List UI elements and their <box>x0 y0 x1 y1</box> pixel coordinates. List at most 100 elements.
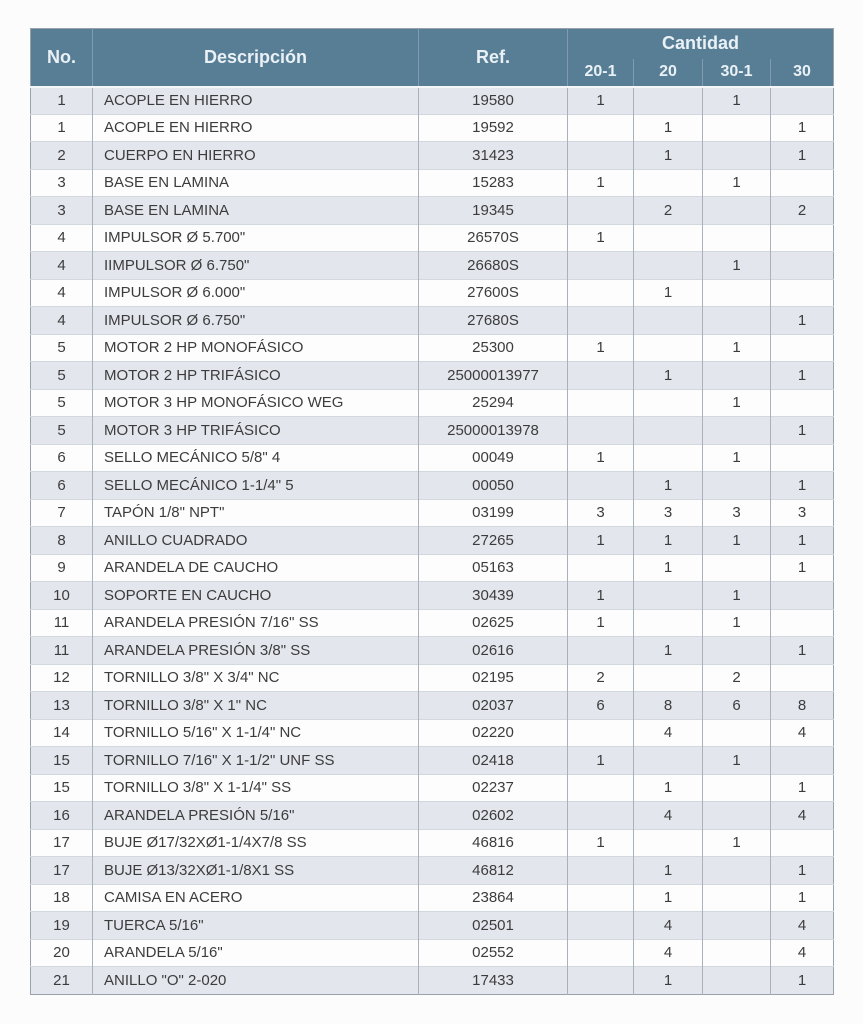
cell-qty-20 <box>633 443 703 472</box>
cell-qty-30: 1 <box>769 856 834 884</box>
cell-qty-30-1 <box>702 856 771 884</box>
cell-ref: 25000013978 <box>418 416 568 444</box>
cell-qty-20-1 <box>567 141 634 169</box>
cell-descripcion: ANILLO "O" 2-020 <box>92 966 419 994</box>
table-row: 3 BASE EN LAMINA 19345 2 2 <box>30 196 834 224</box>
cell-qty-30 <box>769 168 834 197</box>
cell-qty-30-1 <box>702 361 771 389</box>
cell-qty-30-1: 1 <box>702 608 771 637</box>
cell-ref: 23864 <box>418 883 568 912</box>
cell-ref: 25000013977 <box>418 361 568 389</box>
cell-qty-30-1 <box>702 801 771 829</box>
cell-no: 5 <box>30 416 93 444</box>
cell-qty-20-1: 3 <box>567 498 634 527</box>
cell-ref: 27265 <box>418 526 568 554</box>
table-row: 15 TORNILLO 3/8" X 1-1/4" SS 02237 1 1 <box>30 773 834 802</box>
cell-ref: 46812 <box>418 856 568 884</box>
column-header-20: 20 <box>633 58 703 87</box>
cell-descripcion: TORNILLO 3/8" X 1-1/4" SS <box>92 773 419 802</box>
cell-qty-20: 1 <box>633 856 703 884</box>
cell-no: 16 <box>30 801 93 829</box>
cell-descripcion: BUJE Ø13/32XØ1-1/8X1 SS <box>92 856 419 884</box>
cell-ref: 19345 <box>418 196 568 224</box>
cell-qty-30: 1 <box>769 553 834 582</box>
cell-qty-20-1 <box>567 361 634 389</box>
cell-ref: 02625 <box>418 608 568 637</box>
cell-qty-20: 1 <box>633 113 703 142</box>
parts-table-container: No. Descripción Ref. Cantidad 20-1 20 30… <box>30 28 835 995</box>
cell-ref: 02602 <box>418 801 568 829</box>
cell-qty-30: 2 <box>769 196 834 224</box>
cell-descripcion: TORNILLO 7/16" X 1-1/2" UNF SS <box>92 746 419 774</box>
table-row: 1 ACOPLE EN HIERRO 19592 1 1 <box>30 113 834 142</box>
cell-descripcion: TORNILLO 3/8" X 3/4" NC <box>92 663 419 692</box>
cell-no: 6 <box>30 443 93 472</box>
cell-qty-30: 3 <box>769 498 834 527</box>
cell-no: 8 <box>30 526 93 554</box>
cell-descripcion: CAMISA EN ACERO <box>92 883 419 912</box>
cell-qty-20-1: 1 <box>567 443 634 472</box>
table-row: 4 IMPULSOR Ø 5.700" 26570S 1 <box>30 223 834 252</box>
cell-qty-20: 1 <box>633 141 703 169</box>
cell-qty-20: 1 <box>633 361 703 389</box>
cell-qty-20-1: 1 <box>567 828 634 857</box>
table-row: 21 ANILLO "O" 2-020 17433 1 1 <box>30 966 834 994</box>
cell-qty-20-1 <box>567 553 634 582</box>
table-row: 19 TUERCA 5/16" 02501 4 4 <box>30 911 834 939</box>
cell-no: 18 <box>30 883 93 912</box>
cell-qty-30: 4 <box>769 938 834 967</box>
parts-table: No. Descripción Ref. Cantidad 20-1 20 30… <box>30 28 835 995</box>
cell-ref: 26570S <box>418 223 568 252</box>
table-row: 6 SELLO MECÁNICO 5/8" 4 00049 1 1 <box>30 443 834 472</box>
column-header-no: No. <box>30 28 93 87</box>
header-row-sub: 20-1 20 30-1 30 <box>31 58 834 87</box>
cell-qty-20-1 <box>567 196 634 224</box>
cell-qty-20 <box>633 86 703 114</box>
cell-qty-30-1: 1 <box>702 168 771 197</box>
cell-descripcion: MOTOR 2 HP TRIFÁSICO <box>92 361 419 389</box>
cell-qty-20 <box>633 388 703 417</box>
cell-no: 3 <box>30 168 93 197</box>
cell-descripcion: MOTOR 2 HP MONOFÁSICO <box>92 333 419 362</box>
cell-qty-20-1 <box>567 718 634 747</box>
cell-descripcion: BASE EN LAMINA <box>92 196 419 224</box>
cell-ref: 25294 <box>418 388 568 417</box>
cell-ref: 02037 <box>418 691 568 719</box>
table-row: 16 ARANDELA PRESIÓN 5/16" 02602 4 4 <box>30 801 834 829</box>
cell-qty-30-1 <box>702 773 771 802</box>
cell-qty-30-1 <box>702 911 771 939</box>
cell-qty-30-1 <box>702 471 771 499</box>
table-row: 5 MOTOR 2 HP MONOFÁSICO 25300 1 1 <box>30 333 834 362</box>
cell-descripcion: IIMPULSOR Ø 6.750" <box>92 251 419 279</box>
table-row: 3 BASE EN LAMINA 15283 1 1 <box>30 168 834 197</box>
cell-qty-30-1 <box>702 416 771 444</box>
parts-table-body: 1 ACOPLE EN HIERRO 19580 1 1 1 ACOPLE EN HIERR… <box>30 86 834 994</box>
cell-qty-20-1 <box>567 471 634 499</box>
cell-no: 15 <box>30 773 93 802</box>
cell-qty-30-1: 1 <box>702 333 771 362</box>
cell-qty-20: 8 <box>633 691 703 719</box>
cell-descripcion: ARANDELA PRESIÓN 5/16" <box>92 801 419 829</box>
table-row: 14 TORNILLO 5/16" X 1-1/4" NC 02220 4 4 <box>30 718 834 747</box>
cell-qty-20: 2 <box>633 196 703 224</box>
cell-no: 11 <box>30 636 93 664</box>
cell-qty-30-1 <box>702 113 771 142</box>
cell-qty-30 <box>769 746 834 774</box>
cell-descripcion: ARANDELA PRESIÓN 3/8" SS <box>92 636 419 664</box>
table-row: 10 SOPORTE EN CAUCHO 30439 1 1 <box>30 581 834 609</box>
table-row: 5 MOTOR 2 HP TRIFÁSICO 25000013977 1 1 <box>30 361 834 389</box>
cell-qty-20-1: 1 <box>567 526 634 554</box>
cell-qty-20: 1 <box>633 278 703 307</box>
column-header-descripcion: Descripción <box>92 28 419 87</box>
cell-ref: 03199 <box>418 498 568 527</box>
cell-ref: 00049 <box>418 443 568 472</box>
cell-no: 4 <box>30 251 93 279</box>
table-row: 5 MOTOR 3 HP TRIFÁSICO 25000013978 1 <box>30 416 834 444</box>
cell-qty-30 <box>769 333 834 362</box>
cell-no: 10 <box>30 581 93 609</box>
cell-no: 11 <box>30 608 93 637</box>
cell-descripcion: TAPÓN 1/8" NPT" <box>92 498 419 527</box>
cell-no: 12 <box>30 663 93 692</box>
table-row: 11 ARANDELA PRESIÓN 3/8" SS 02616 1 1 <box>30 636 834 664</box>
